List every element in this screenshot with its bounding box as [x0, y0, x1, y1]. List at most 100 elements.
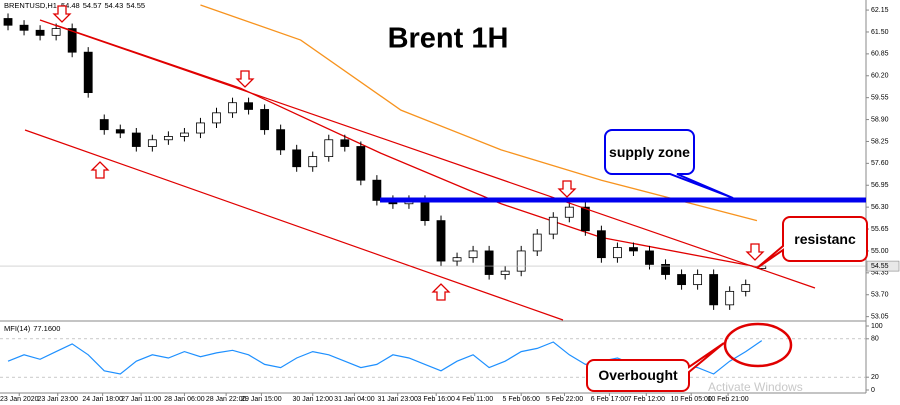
- candle-body: [500, 270, 510, 275]
- x-tick-label: 23 Jan 2020: [0, 396, 39, 403]
- y-tick-label: 60.85: [871, 51, 889, 58]
- x-tick-label: 31 Jan 23:00: [377, 396, 418, 403]
- x-tick-label: 27 Jan 11:00: [121, 396, 161, 403]
- y-tick-label: 57.60: [871, 160, 889, 167]
- candle-body: [131, 132, 141, 147]
- candle-body: [548, 216, 558, 235]
- overbought-callout: [586, 342, 725, 392]
- y-tick-label: 55.00: [871, 248, 889, 255]
- x-tick-label: 24 Jan 18:00: [82, 396, 123, 403]
- x-tick-label: 4 Feb 11:00: [456, 396, 493, 403]
- candle-body: [3, 18, 13, 26]
- moving-average: [200, 4, 758, 222]
- arrows: [52, 5, 765, 301]
- y-tick-label: 20: [871, 374, 879, 381]
- candle-body: [292, 149, 302, 168]
- candle-body: [484, 250, 494, 275]
- candle-body: [372, 179, 382, 201]
- y-tick-label: 53.05: [871, 313, 889, 320]
- candle-body: [741, 284, 751, 292]
- chart-title: Brent 1H: [388, 23, 509, 55]
- up-arrow: [90, 161, 110, 179]
- x-tick-label: 30 Jan 12:00: [292, 396, 333, 403]
- candle-body: [532, 233, 542, 252]
- up-arrow: [431, 283, 451, 301]
- x-tick-label: 28 Jan 22:00: [206, 396, 247, 403]
- indicator-header: MFI(14) 77.1600: [4, 324, 60, 333]
- y-tick-label: 59.55: [871, 95, 889, 102]
- resistance-label: resistanc: [794, 230, 856, 247]
- indicator-name: MFI(14): [4, 324, 31, 333]
- candle-body: [436, 220, 446, 262]
- y-tick-label: 55.65: [871, 226, 889, 233]
- y-tick-label: 61.50: [871, 29, 889, 36]
- candle-body: [244, 102, 253, 110]
- candle-body: [677, 274, 686, 286]
- y-tick-label: 58.25: [871, 138, 889, 145]
- candle-body: [661, 264, 670, 275]
- candle-body: [725, 290, 735, 306]
- header-low: 54.43: [105, 1, 124, 10]
- x-tick-label: 3 Feb 16:00: [418, 396, 455, 403]
- candle-body: [163, 136, 173, 141]
- candle-body: [613, 247, 622, 259]
- y-tick-label: 62.15: [871, 7, 889, 14]
- y-tick-label: 56.95: [871, 182, 889, 189]
- candle-body: [452, 257, 462, 262]
- candle-body: [596, 230, 606, 259]
- candle-body: [308, 156, 318, 168]
- candle-body: [516, 250, 526, 272]
- down-arrow: [52, 5, 72, 23]
- y-tick-label: 56.30: [871, 204, 889, 211]
- candle-body: [340, 139, 350, 147]
- overbought-label: Overbought: [598, 367, 678, 383]
- candle-body: [629, 247, 638, 252]
- candle-body: [468, 250, 478, 259]
- candle-body: [196, 122, 205, 134]
- candle-body: [693, 274, 703, 286]
- x-tick-label: 5 Feb 22:00: [546, 396, 583, 403]
- y-tick-label: 100: [871, 323, 883, 330]
- down-arrow: [745, 243, 765, 261]
- supply-callout: [604, 129, 734, 199]
- moving-average: [55, 24, 762, 269]
- down-arrow: [557, 180, 577, 198]
- price-marker: [866, 260, 900, 272]
- trend-line: [39, 19, 816, 289]
- x-tick-label: 10 Feb 21:00: [707, 396, 748, 403]
- header-close: 54.55: [126, 1, 145, 10]
- indicator-value: 77.1600: [33, 324, 60, 333]
- y-tick-label: 60.20: [871, 73, 889, 80]
- header-open: 54.48: [61, 1, 80, 10]
- candle-body: [51, 28, 61, 36]
- candle-body: [420, 200, 430, 222]
- candle-body: [19, 24, 29, 31]
- resistance-callout: [756, 216, 868, 269]
- symbol-header: BRENTUSD,H1 54.48 54.57 54.43 54.55: [4, 1, 145, 10]
- watermark: Activate Windows: [708, 380, 803, 394]
- x-tick-label: 6 Feb 17:00: [591, 396, 628, 403]
- trend-line: [24, 129, 564, 321]
- candle-body: [709, 274, 719, 306]
- y-tick-label: 53.70: [871, 292, 889, 299]
- x-tick-label: 5 Feb 06:00: [503, 396, 540, 403]
- x-tick-label: 29 Jan 15:00: [241, 396, 282, 403]
- x-tick-label: 31 Jan 04:00: [334, 396, 375, 403]
- down-arrow: [235, 70, 255, 88]
- candle-body: [35, 29, 45, 36]
- candle-body: [645, 250, 654, 265]
- candle-body: [564, 206, 574, 218]
- candle-body: [115, 129, 125, 134]
- candle-body: [67, 28, 77, 53]
- header-high: 54.57: [83, 1, 102, 10]
- candle-body: [212, 112, 221, 124]
- y-tick-label: 80: [871, 336, 879, 343]
- y-tick-label: 54.35: [871, 270, 889, 277]
- supply-label: supply zone: [609, 143, 690, 160]
- candle-body: [180, 132, 189, 137]
- candle-body: [580, 206, 590, 232]
- candle-body: [83, 51, 93, 94]
- x-tick-label: 7 Feb 12:00: [628, 396, 665, 403]
- candle-body: [99, 119, 109, 131]
